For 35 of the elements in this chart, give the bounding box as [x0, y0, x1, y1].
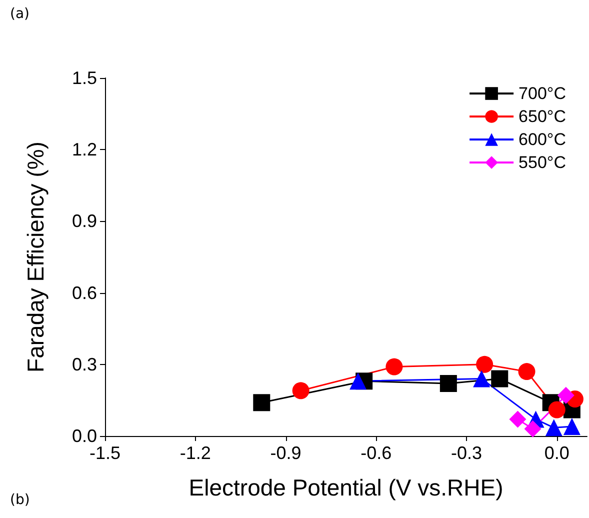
legend-label: 650°C — [518, 107, 566, 126]
text: (b) — [10, 492, 30, 508]
y-tick-label: 0.3 — [72, 354, 97, 374]
x-tick-label: -0.6 — [360, 443, 392, 463]
x-tick-label: -0.3 — [450, 443, 482, 463]
point — [524, 420, 542, 438]
x-axis-title: Electrode Potential (V vs.RHE) — [188, 474, 504, 500]
point — [350, 372, 367, 390]
point — [518, 363, 536, 380]
y-tick-label: 0.9 — [72, 211, 97, 232]
point — [491, 370, 508, 388]
point — [509, 410, 526, 428]
text: (a) — [10, 6, 30, 22]
point — [253, 394, 270, 412]
y-tick-label: 0.0 — [72, 426, 97, 446]
point — [476, 356, 494, 373]
point — [473, 370, 490, 388]
x-tick-label: -1.2 — [180, 443, 211, 463]
y-axis-title: Faraday Efficiency (%) — [22, 142, 48, 372]
point — [386, 358, 403, 376]
x-tick-label: -0.9 — [270, 443, 302, 463]
legend-label: 550°C — [518, 153, 566, 172]
point — [292, 382, 310, 400]
x-tick-label: -1.5 — [89, 443, 121, 463]
point — [440, 374, 457, 392]
point — [563, 418, 580, 435]
point — [548, 401, 566, 418]
y-tick-label: 1.2 — [72, 140, 97, 160]
point — [557, 386, 574, 404]
y-tick-label: 1.5 — [72, 68, 97, 88]
legend-label: 600°C — [518, 130, 566, 149]
y-tick-label: 0.6 — [72, 282, 97, 303]
point — [545, 419, 562, 436]
legend-label: 700°C — [518, 84, 566, 103]
x-tick-label: 0.0 — [544, 443, 570, 463]
